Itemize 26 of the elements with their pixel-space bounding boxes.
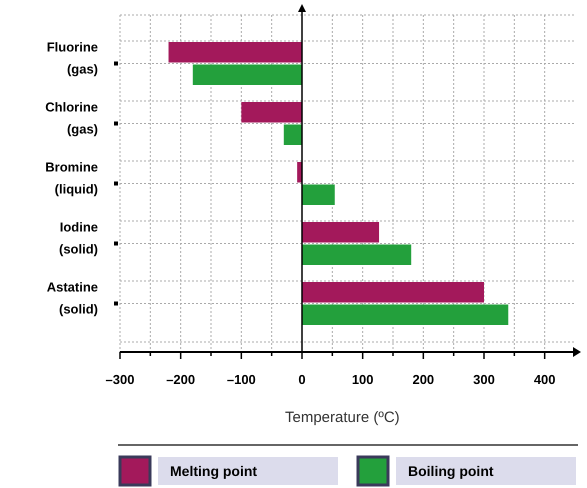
bar [168, 42, 302, 62]
bar [302, 222, 380, 242]
x-tick-label: 200 [412, 372, 434, 387]
bar [297, 162, 302, 182]
y-tick-label: Chlorine (gas) [45, 100, 98, 136]
bar [284, 124, 302, 145]
legend-label: Melting point [170, 463, 258, 479]
x-tick-label: –300 [106, 372, 134, 387]
x-tick-label: 100 [352, 372, 374, 387]
bar [302, 304, 508, 325]
bar [302, 184, 335, 205]
x-tick-label: –100 [226, 372, 256, 387]
bar [192, 64, 302, 85]
x-tick-label: 300 [473, 372, 495, 387]
bar [302, 244, 412, 265]
y-tick-label: Fluorine (gas) [46, 40, 98, 76]
y-tick-label: Astatine (solid) [46, 280, 98, 316]
y-tick-label: Iodine (solid) [59, 220, 98, 256]
x-tick-label: 400 [534, 372, 556, 387]
x-axis-title: Temperature (ºC) [284, 409, 400, 426]
bar [241, 102, 302, 122]
legend-label: Boiling point [408, 463, 494, 479]
bar [302, 282, 484, 302]
x-tick-label: –200 [166, 372, 196, 387]
x-tick-label: 0 [298, 372, 306, 387]
y-tick-label: Bromine (liquid) [45, 160, 98, 196]
